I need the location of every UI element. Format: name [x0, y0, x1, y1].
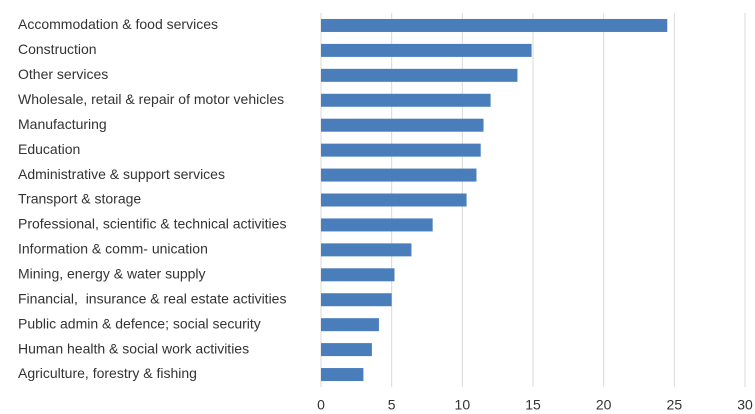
- y-tick-label: Professional, scientific & technical act…: [18, 216, 286, 232]
- y-tick-label: Other services: [18, 66, 108, 82]
- bar: [321, 143, 481, 157]
- x-tick-label: 20: [596, 397, 612, 413]
- bar: [321, 168, 477, 182]
- y-tick-label: Administrative & support services: [18, 166, 225, 182]
- bar: [321, 93, 491, 107]
- bar: [321, 343, 372, 357]
- bar: [321, 43, 532, 57]
- bar: [321, 268, 395, 282]
- y-tick-label: Construction: [18, 41, 97, 57]
- x-tick-label: 0: [317, 397, 325, 413]
- bar: [321, 218, 433, 232]
- y-tick-label: Information & comm- unication: [18, 241, 208, 257]
- x-tick-label: 15: [525, 397, 541, 413]
- x-tick-label: 5: [388, 397, 396, 413]
- bar: [321, 318, 379, 332]
- bar: [321, 18, 668, 32]
- bar: [321, 68, 518, 82]
- bar: [321, 193, 467, 207]
- bar: [321, 243, 412, 257]
- y-tick-label: Public admin & defence; social security: [18, 315, 261, 331]
- y-tick-label: Manufacturing: [18, 116, 107, 132]
- x-tick-label: 25: [667, 397, 683, 413]
- x-tick-label: 10: [455, 397, 471, 413]
- y-tick-label: Human health & social work activities: [18, 340, 249, 356]
- y-tick-label: Mining, energy & water supply: [18, 266, 206, 282]
- y-tick-label: Transport & storage: [18, 191, 141, 207]
- x-tick-label: 30: [737, 397, 753, 413]
- y-tick-label: Financial, insurance & real estate activ…: [18, 290, 286, 306]
- y-tick-label: Agriculture, forestry & fishing: [18, 365, 197, 381]
- y-tick-label: Wholesale, retail & repair of motor vehi…: [18, 91, 284, 107]
- bar: [321, 368, 364, 382]
- y-tick-label: Accommodation & food services: [18, 16, 218, 32]
- bar: [321, 293, 392, 307]
- y-tick-label: Education: [18, 141, 80, 157]
- bar: [321, 118, 484, 132]
